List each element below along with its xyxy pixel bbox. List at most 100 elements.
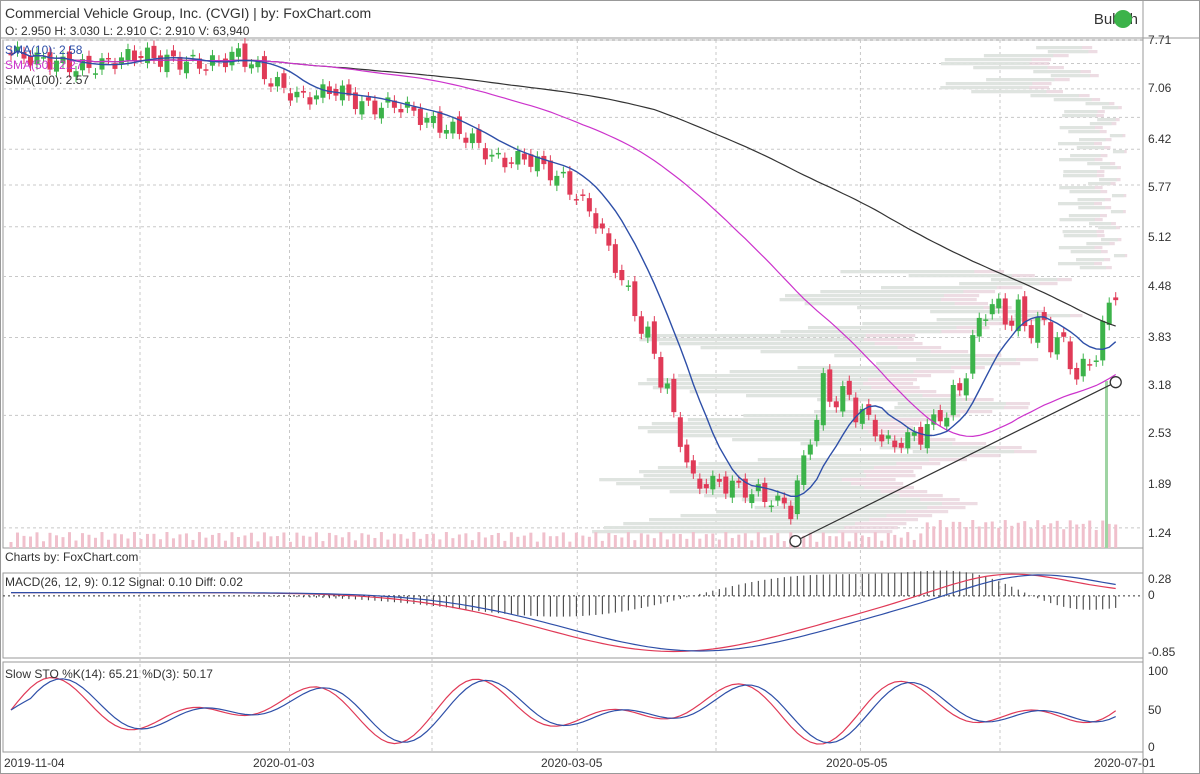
candle-body <box>632 281 638 317</box>
candle-body <box>151 45 157 59</box>
candle-body <box>1074 368 1080 380</box>
volume-bar <box>399 534 403 548</box>
volume-bar <box>730 537 734 548</box>
volume-bar <box>886 533 890 548</box>
candle-body <box>463 137 469 143</box>
volume-profile-bar <box>779 298 941 302</box>
candle-body <box>814 419 820 442</box>
volume-bar <box>574 532 578 548</box>
volume-bar <box>860 535 864 548</box>
volume-bar <box>243 535 247 548</box>
candle-body <box>118 57 124 64</box>
volume-bar <box>1049 523 1053 548</box>
x-tick-label: 2020-01-03 <box>253 756 315 770</box>
volume-profile-bar <box>973 66 1048 70</box>
sto-d-line <box>10 678 1116 744</box>
volume-bar <box>470 540 474 548</box>
candle-body <box>391 100 397 108</box>
candle-body <box>573 199 579 201</box>
volume-bar <box>431 533 435 548</box>
volume-profile-bar <box>1058 246 1095 250</box>
candle-body <box>658 357 664 388</box>
candle-body <box>749 494 755 504</box>
candle-body <box>1035 317 1041 343</box>
candle-body <box>60 56 66 64</box>
candle-body <box>456 116 462 134</box>
x-tick-label: 2020-07-01 <box>1094 756 1156 770</box>
candle-body <box>372 100 378 115</box>
y-tick-label: 6.42 <box>1148 132 1172 146</box>
volume-bar <box>61 537 65 548</box>
candle-body <box>417 108 423 125</box>
volume-bar <box>717 539 721 548</box>
volume-profile-bar <box>649 518 870 522</box>
volume-bar <box>210 534 214 548</box>
volume-bar <box>275 536 279 548</box>
volume-bar <box>1016 522 1020 548</box>
volume-bar <box>646 534 650 548</box>
volume-profile-bar <box>669 490 881 494</box>
volume-bar <box>269 536 273 548</box>
volume-bar <box>496 532 500 548</box>
candle-body <box>482 148 488 160</box>
volume-bar <box>750 540 754 548</box>
candle-body <box>92 73 98 75</box>
candle-body <box>203 69 209 71</box>
legend-sma100: SMA(100): 2.57 <box>5 73 90 87</box>
candle-body <box>359 101 365 115</box>
candle-body <box>846 380 852 395</box>
volume-bar <box>41 541 45 548</box>
candle-body <box>528 154 534 167</box>
volume-bar <box>308 536 312 548</box>
volume-profile-bar <box>642 334 866 338</box>
candle-body <box>547 160 553 181</box>
candle-body <box>40 57 46 59</box>
volume-bar <box>360 533 364 548</box>
volume-bar <box>464 533 468 548</box>
candle-body <box>716 478 722 482</box>
candle-body <box>411 106 417 111</box>
candle-body <box>66 51 72 73</box>
candle-body <box>105 57 111 60</box>
volume-bar <box>1114 524 1118 548</box>
candle-body <box>950 384 956 416</box>
candle-body <box>554 175 560 186</box>
volume-bar <box>184 533 188 548</box>
chart-credit: Charts by: FoxChart.com <box>5 550 139 564</box>
volume-profile-bar <box>1063 234 1098 238</box>
volume-bar <box>288 541 292 548</box>
volume-profile-bar <box>959 282 1040 286</box>
volume-profile-bar <box>1097 118 1116 122</box>
volume-profile-bar <box>1089 222 1112 226</box>
volume-profile-bar <box>857 306 984 310</box>
candle-body <box>112 63 118 69</box>
volume-profile-bar <box>807 326 957 330</box>
candle-body <box>131 50 137 61</box>
volume-profile-bar <box>1063 174 1097 178</box>
volume-profile-bar <box>1030 94 1079 98</box>
volume-bar <box>997 527 1001 548</box>
volume-bar <box>516 536 520 548</box>
volume-profile-bar <box>657 466 874 470</box>
volume-bar <box>197 532 201 548</box>
volume-bar <box>223 540 227 548</box>
legend-sma10: SMA(10): 2.58 <box>5 43 83 57</box>
volume-bar <box>256 541 260 548</box>
candle-body <box>736 480 742 483</box>
volume-bar <box>958 521 962 548</box>
volume-profile-bar <box>831 454 970 458</box>
volume-profile-bar <box>732 438 915 442</box>
sma10-line <box>10 50 1117 497</box>
volume-profile-bar <box>640 486 865 490</box>
candle-body <box>1041 312 1047 320</box>
volume-bar <box>1075 524 1079 548</box>
candle-body <box>190 54 196 57</box>
candle-body <box>768 505 774 508</box>
volume-bar <box>821 532 825 548</box>
volume-profile-bar <box>1069 190 1101 194</box>
macd-y-tick: -0.85 <box>1148 645 1176 659</box>
volume-profile-bar <box>679 434 887 438</box>
sma50-line <box>10 50 1117 438</box>
x-tick-label: 2020-03-05 <box>541 756 603 770</box>
